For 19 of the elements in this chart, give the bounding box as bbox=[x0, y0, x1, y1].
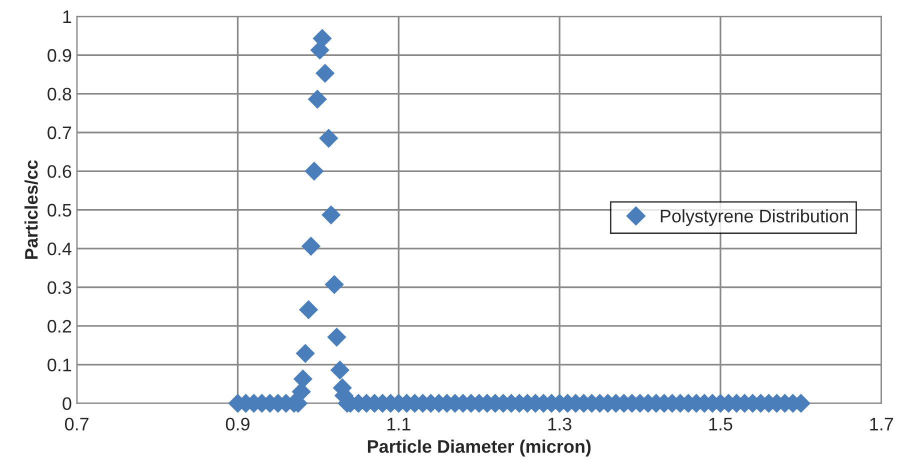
y-tick-label: 0.3 bbox=[48, 281, 72, 294]
y-tick-label: 0.2 bbox=[48, 320, 72, 333]
y-tick-label: 0.4 bbox=[48, 242, 72, 256]
x-axis-title: Particle Diameter (micron) bbox=[368, 440, 591, 456]
y-tick-label: 0 bbox=[62, 397, 72, 410]
y-tick-label: 0.8 bbox=[48, 88, 72, 101]
y-axis-title: Particles/cc bbox=[24, 160, 38, 259]
x-tick-label: 0.9 bbox=[226, 418, 250, 430]
y-tick-label: 0.6 bbox=[48, 165, 72, 178]
y-tick-label: 1 bbox=[63, 10, 72, 23]
x-tick-label: 1.5 bbox=[709, 418, 732, 430]
legend-label: Polystyrene Distribution bbox=[660, 209, 848, 226]
y-tick-label: 0.5 bbox=[48, 204, 72, 217]
y-tick-label: 0.1 bbox=[48, 358, 72, 372]
y-tick-label: 0.7 bbox=[48, 126, 72, 140]
x-tick-label: 1.1 bbox=[387, 418, 410, 430]
x-tick-label: 1.3 bbox=[548, 418, 572, 430]
x-tick-label: 1.7 bbox=[870, 418, 894, 430]
y-tick-label: 0.9 bbox=[48, 49, 72, 62]
